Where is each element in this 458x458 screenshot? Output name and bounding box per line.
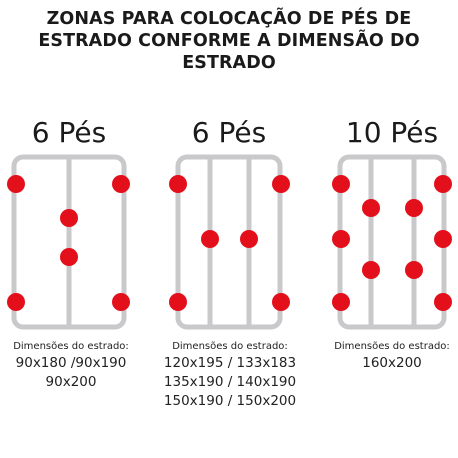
panel-3-feet-label: 10 Pés: [345, 116, 439, 149]
foot-dot: [112, 293, 130, 311]
foot-dot: [362, 199, 380, 217]
size-entry: 135x190 / 140x190: [163, 374, 297, 390]
title-line-3: ESTRADO: [182, 53, 276, 73]
panel-2-sizes: 120x195 / 133x183 135x190 / 140x190 150x…: [155, 354, 305, 411]
frame-outline: [337, 154, 447, 330]
foot-dot: [272, 175, 290, 193]
panel-3-caption-label: Dimensões do estrado:: [334, 341, 450, 352]
panel-1-caption: Dimensões do estrado: 90x180 /90x190 90x…: [0, 340, 146, 392]
panel-1-caption-label: Dimensões do estrado:: [13, 341, 129, 352]
panel-3: 10 Pés: [317, 115, 458, 331]
size-entry: 160x200: [362, 355, 422, 371]
foot-dot: [112, 175, 130, 193]
panel-3-caption: Dimensões do estrado: 160x200: [317, 340, 458, 373]
title-line-2: ESTRADO CONFORME A DIMENSÃO DO: [38, 31, 420, 51]
foot-dot: [405, 199, 423, 217]
diagram-title: ZONAS PARA COLOCAÇÃO DE PÉS DE ESTRADO C…: [0, 8, 458, 74]
size-entry: 120x195 / 133x183: [163, 355, 297, 371]
foot-dot: [272, 293, 290, 311]
size-entry: 90x180 /90x190: [15, 355, 127, 371]
foot-dot: [169, 175, 187, 193]
panel-2-feet-label: 6 Pés: [191, 116, 267, 149]
foot-dot: [7, 175, 25, 193]
foot-dot: [332, 175, 350, 193]
panel-2-caption-label: Dimensões do estrado:: [172, 341, 288, 352]
foot-dot: [201, 230, 219, 248]
foot-dot: [405, 261, 423, 279]
foot-dot: [332, 230, 350, 248]
panel-2-frame-diagram: [169, 154, 290, 330]
panel-1-frame-diagram: [7, 154, 130, 330]
title-line-1: ZONAS PARA COLOCAÇÃO DE PÉS DE: [46, 9, 412, 29]
panel-3-sizes: 160x200: [317, 354, 458, 373]
frame-outline: [175, 154, 283, 330]
panel-1: 6 Pés: [0, 115, 144, 331]
panel-1-feet-label: 6 Pés: [31, 116, 107, 149]
foot-dot: [434, 293, 452, 311]
panel-2-caption: Dimensões do estrado: 120x195 / 133x183 …: [155, 340, 305, 411]
foot-dot: [434, 230, 452, 248]
size-entry: 150x190 / 150x200: [163, 393, 297, 409]
foot-dot: [434, 175, 452, 193]
panel-2: 6 Pés: [154, 115, 304, 331]
foot-dot: [60, 209, 78, 227]
foot-dot: [362, 261, 380, 279]
size-entry: 90x200: [45, 374, 97, 390]
panel-1-sizes: 90x180 /90x190 90x200: [0, 354, 146, 392]
panel-3-frame-diagram: [332, 154, 452, 330]
foot-dot: [7, 293, 25, 311]
foot-dot: [240, 230, 258, 248]
foot-dot: [60, 248, 78, 266]
foot-dot: [169, 293, 187, 311]
foot-dot: [332, 293, 350, 311]
